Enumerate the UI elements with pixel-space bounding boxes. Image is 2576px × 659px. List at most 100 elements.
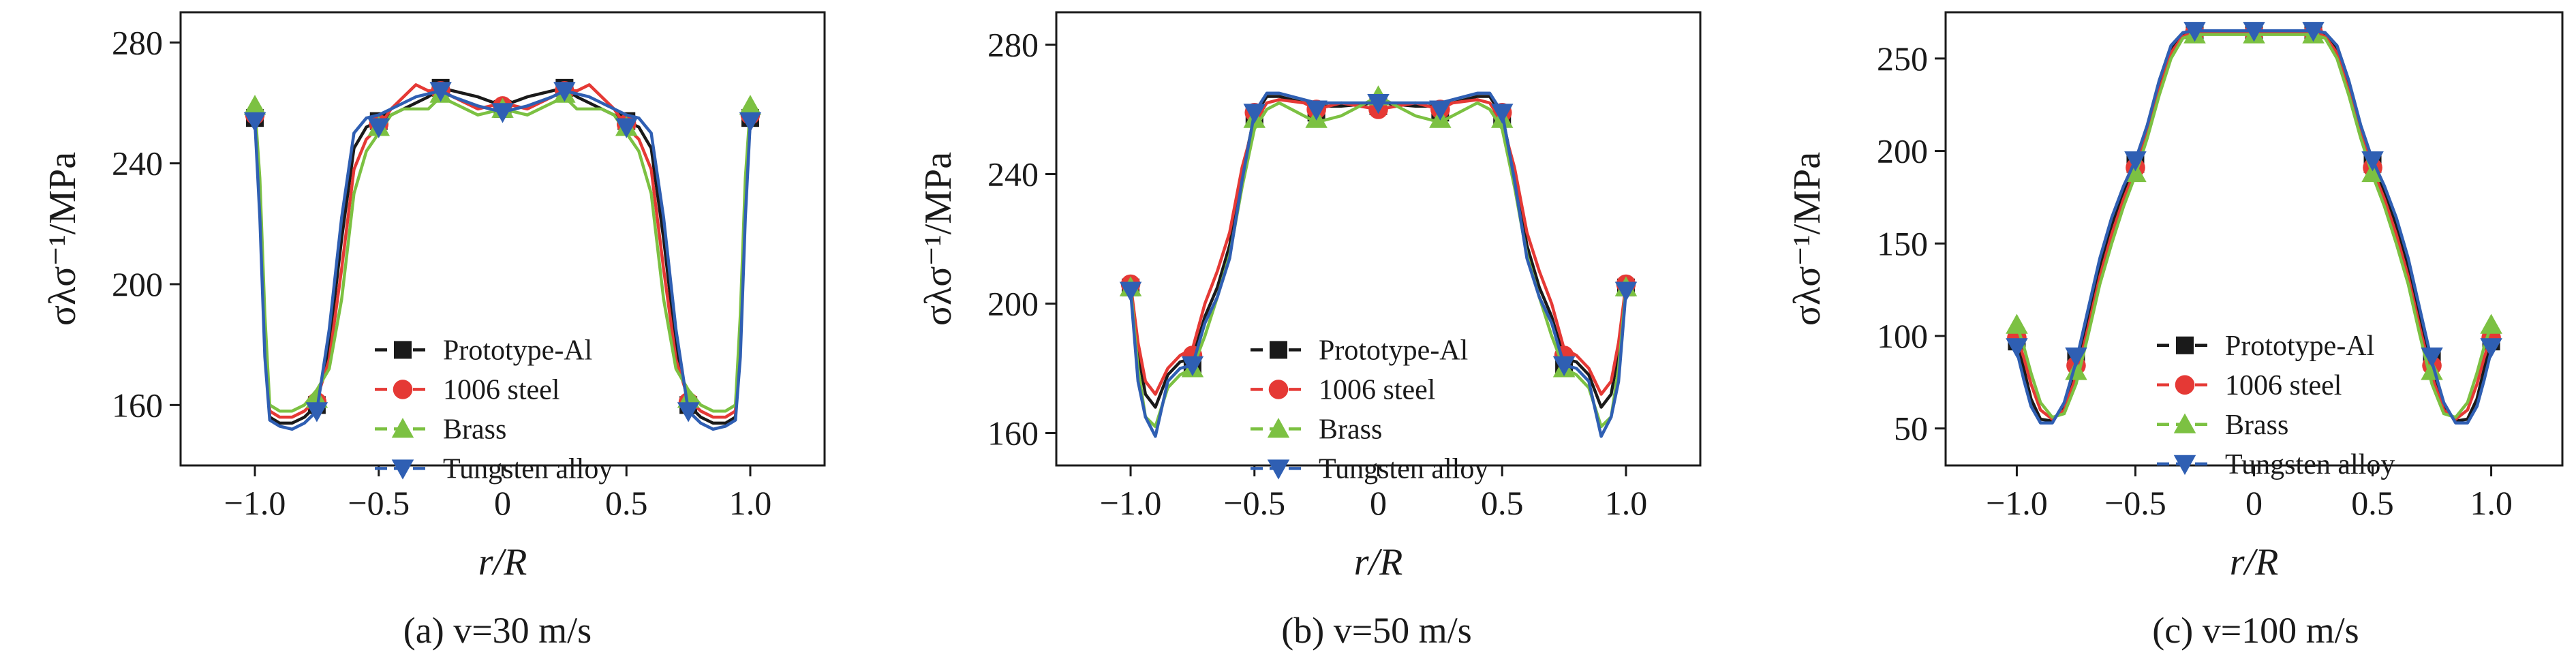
- panel-caption: (c) v=100 m/s: [2152, 610, 2359, 651]
- x-tick-label: −0.5: [2104, 484, 2166, 522]
- data-point-tungsten-alloy: [615, 118, 638, 138]
- data-point-tungsten-alloy: [1305, 100, 1328, 121]
- data-point-tungsten-alloy: [2421, 347, 2443, 368]
- x-axis-label: r/R: [1354, 541, 1403, 583]
- data-point-brass: [2480, 313, 2502, 334]
- chart-panel-2: −1.0 −0.5 0 0.5 1.0 160 200 240 280 r/R σλσ⁻¹/MPa (…: [917, 11, 1702, 651]
- data-point-brass: [2065, 360, 2087, 380]
- x-tick-label: −1.0: [1100, 484, 1162, 522]
- legend-marker-tungsten-alloy: [2173, 455, 2196, 476]
- x-tick-label: 0.5: [2351, 484, 2394, 522]
- data-point-tungsten-alloy: [739, 112, 762, 132]
- legend-entry-brass: Brass: [375, 414, 506, 445]
- x-tick-label: −0.5: [1223, 484, 1285, 522]
- data-point-tungsten-alloy: [2065, 347, 2087, 368]
- y-tick-label: 160: [987, 414, 1039, 453]
- legend-label: Prototype-Al: [2225, 331, 2374, 362]
- legend-entry-brass: Brass: [1251, 414, 1382, 445]
- data-point-tungsten-alloy: [1119, 281, 1142, 302]
- x-tick-label: 0: [494, 484, 511, 522]
- legend-label: 1006 steel: [1319, 374, 1435, 405]
- legend-entry-prototype-al: Prototype-Al: [1251, 335, 1468, 366]
- legend-entry-1006-steel: 1006 steel: [1251, 374, 1435, 405]
- legend-entry-prototype-al: Prototype-Al: [2157, 331, 2374, 362]
- legend-marker-prototype-al: [394, 341, 412, 359]
- data-point-brass: [2124, 162, 2147, 183]
- x-tick-label: 1.0: [1605, 484, 1648, 522]
- data-point-tungsten-alloy: [1243, 104, 1266, 124]
- y-tick-label: 160: [112, 386, 163, 424]
- legend-marker-1006-steel: [393, 380, 413, 399]
- data-point-brass: [243, 95, 266, 115]
- y-tick-label: 240: [987, 155, 1039, 194]
- data-point-tungsten-alloy: [1614, 281, 1638, 302]
- data-point-tungsten-alloy: [305, 402, 328, 423]
- legend-label: Brass: [443, 414, 506, 445]
- legend-label: Brass: [1319, 414, 1382, 445]
- x-tick-label: −0.5: [348, 484, 410, 522]
- data-point-tungsten-alloy: [2302, 22, 2325, 42]
- data-point-tungsten-alloy: [677, 402, 700, 423]
- data-point-brass: [739, 95, 762, 115]
- series-line-prototype-al: [253, 86, 752, 425]
- series-line-prototype-al: [2015, 31, 2493, 423]
- data-point-tungsten-alloy: [243, 112, 266, 132]
- x-tick-label: 1.0: [2470, 484, 2513, 522]
- data-point-tungsten-alloy: [553, 82, 576, 102]
- panel-caption: (a) v=30 m/s: [403, 610, 592, 651]
- legend-label: 1006 steel: [443, 374, 559, 405]
- legend-entry-1006-steel: 1006 steel: [2157, 370, 2342, 401]
- data-point-tungsten-alloy: [2006, 338, 2028, 358]
- data-point-tungsten-alloy: [2480, 338, 2502, 358]
- data-point-tungsten-alloy: [1429, 100, 1452, 121]
- legend-label: 1006 steel: [2225, 370, 2342, 401]
- legend-entry-prototype-al: Prototype-Al: [375, 335, 592, 366]
- data-point-tungsten-alloy: [1490, 104, 1514, 124]
- legend-marker-tungsten-alloy: [391, 459, 414, 480]
- y-axis-label: σλσ⁻¹/MPa: [42, 152, 84, 326]
- data-point-brass: [2361, 162, 2384, 183]
- y-tick-label: 240: [112, 144, 163, 183]
- x-tick-label: 0.5: [605, 484, 648, 522]
- x-tick-label: 0: [2245, 484, 2263, 522]
- data-point-tungsten-alloy: [429, 82, 452, 102]
- y-tick-label: 280: [987, 26, 1039, 64]
- legend-entry-tungsten-alloy: Tungsten alloy: [375, 453, 613, 485]
- legend-entry-tungsten-alloy: Tungsten alloy: [1251, 453, 1488, 485]
- legend-marker-brass: [1267, 418, 1290, 438]
- legend-marker-prototype-al: [2176, 336, 2194, 354]
- x-tick-label: −1.0: [1986, 484, 2048, 522]
- legend-entry-tungsten-alloy: Tungsten alloy: [2157, 449, 2395, 480]
- legend-label: Prototype-Al: [443, 335, 592, 366]
- legend-marker-prototype-al: [1270, 341, 1287, 359]
- series-line-tungsten-alloy: [2015, 29, 2493, 425]
- legend-entry-1006-steel: 1006 steel: [375, 374, 559, 405]
- legend-label: Tungsten alloy: [1319, 453, 1488, 485]
- panel-caption: (b) v=50 m/s: [1281, 610, 1471, 651]
- legend-marker-1006-steel: [2175, 375, 2195, 395]
- x-tick-label: 1.0: [729, 484, 772, 522]
- legend-marker-brass: [2173, 413, 2196, 433]
- data-point-tungsten-alloy: [2361, 151, 2384, 172]
- chart-panel-1: −1.0 −0.5 0 0.5 1.0 160 200 240 280 r/R σλσ⁻¹/MPa (…: [42, 11, 826, 651]
- chart-panel-3: −1.0 −0.5 0 0.5 1.0 50 100 150 200 250 r/R σλσ⁻¹/MP…: [1786, 11, 2564, 651]
- legend-label: Prototype-Al: [1319, 335, 1468, 366]
- y-tick-label: 250: [1877, 40, 1928, 78]
- data-point-brass: [2006, 313, 2028, 334]
- legend-marker-1006-steel: [1268, 380, 1289, 399]
- y-tick-label: 50: [1894, 410, 1928, 448]
- data-point-brass: [2421, 360, 2443, 380]
- legend-label: Brass: [2225, 410, 2288, 441]
- data-point-tungsten-alloy: [491, 103, 514, 123]
- legend-label: Tungsten alloy: [2225, 449, 2395, 480]
- data-point-tungsten-alloy: [1552, 356, 1576, 376]
- y-axis-label: σλσ⁻¹/MPa: [917, 152, 960, 326]
- y-tick-label: 100: [1877, 317, 1928, 355]
- data-point-tungsten-alloy: [367, 118, 390, 138]
- data-point-tungsten-alloy: [1181, 356, 1204, 376]
- x-axis-label: r/R: [2230, 541, 2279, 583]
- data-point-tungsten-alloy: [2183, 22, 2206, 42]
- x-axis-label: r/R: [478, 541, 527, 583]
- y-tick-label: 200: [1877, 132, 1928, 170]
